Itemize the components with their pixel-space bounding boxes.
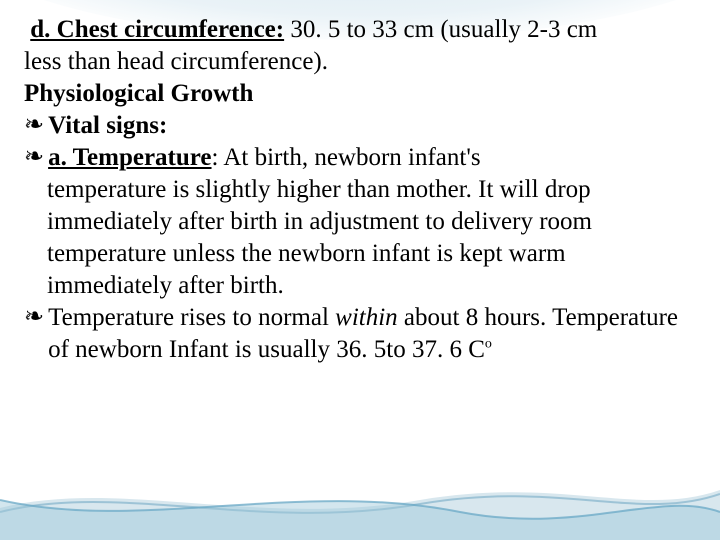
rise-text-a: Temperature rises to normal — [48, 304, 335, 331]
temperature-item: ❧ a. Temperature: At birth, newborn infa… — [24, 142, 692, 174]
temperature-intro: : At birth, newborn infant's — [212, 144, 481, 171]
chest-label: d. Chest circumference: — [30, 16, 284, 43]
chest-circumference-cont: less than head circumference). — [24, 46, 692, 78]
bullet-icon: ❧ — [24, 142, 44, 173]
bullet-icon: ❧ — [24, 302, 44, 333]
rise-degree: o — [485, 337, 492, 352]
slide-content: d. Chest circumference: 30. 5 to 33 cm (… — [0, 0, 720, 366]
vital-signs-label: Vital signs: — [48, 110, 692, 142]
rise-within: within — [335, 304, 398, 331]
chest-circumference-line: d. Chest circumference: 30. 5 to 33 cm (… — [24, 14, 692, 46]
vital-signs-item: ❧ Vital signs: — [24, 110, 692, 142]
chest-value: 30. 5 to 33 cm (usually 2-3 cm — [284, 16, 597, 43]
bullet-icon: ❧ — [24, 110, 44, 141]
temperature-label: a. Temperature — [48, 144, 211, 171]
temperature-body: temperature is slightly higher than moth… — [24, 174, 692, 302]
decorative-bottom-wave — [0, 450, 720, 540]
physiological-growth-heading: Physiological Growth — [24, 78, 692, 110]
temperature-rise-item: ❧ Temperature rises to normal within abo… — [24, 302, 692, 366]
